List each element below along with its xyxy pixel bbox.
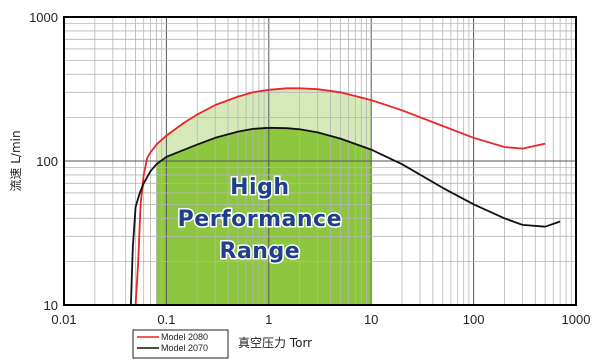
x-tick-label: 100 bbox=[463, 312, 485, 327]
x-tick-label: 1 bbox=[265, 312, 272, 327]
x-tick-label: 0.01 bbox=[51, 312, 76, 327]
x-tick-label: 1000 bbox=[562, 312, 591, 327]
range-label-line: High bbox=[230, 175, 289, 200]
tick-labels: 0.01 0.1 1 10 100 1000 10 100 1000 bbox=[29, 10, 590, 327]
x-tick-label: 10 bbox=[364, 312, 378, 327]
y-axis-label: 流速 L/min bbox=[9, 130, 23, 191]
legend-entry-label: Model 2070 bbox=[161, 343, 208, 353]
series-line-model-2070 bbox=[130, 126, 561, 306]
performance-range-label: High Performance Range bbox=[176, 174, 343, 266]
range-label-line: Performance bbox=[178, 207, 342, 232]
x-tick-label: 0.1 bbox=[157, 312, 175, 327]
grid bbox=[63, 17, 576, 306]
legend-entry-label: Model 2080 bbox=[161, 332, 208, 342]
range-label-line: Range bbox=[220, 239, 301, 264]
series-layer bbox=[130, 87, 561, 306]
series-line-model-2080 bbox=[134, 87, 546, 306]
legend-box bbox=[132, 329, 229, 359]
plot-frame bbox=[63, 16, 577, 306]
y-tick-label: 100 bbox=[36, 154, 58, 169]
y-tick-label: 1000 bbox=[29, 10, 58, 25]
y-tick-label: 10 bbox=[44, 298, 58, 313]
x-axis-label: 真空压力 Torr bbox=[238, 336, 312, 350]
